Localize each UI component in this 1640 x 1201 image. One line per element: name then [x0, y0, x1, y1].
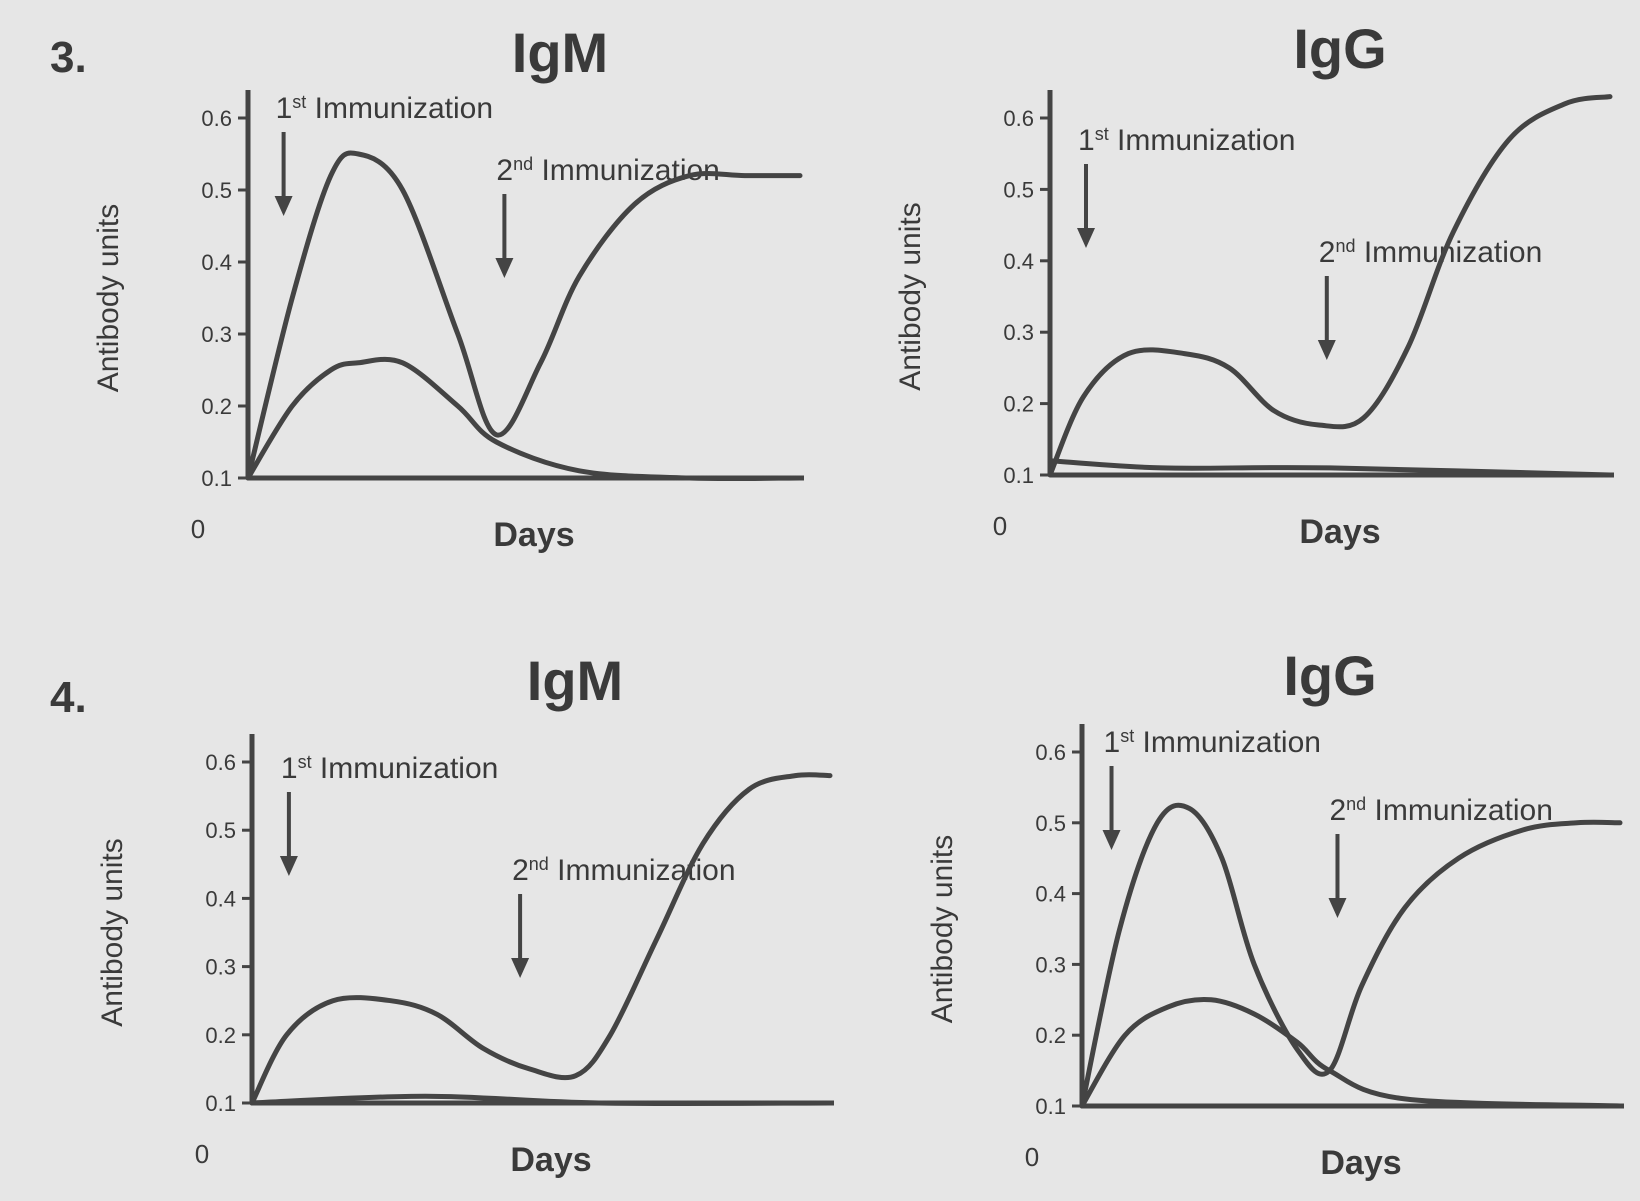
immunization-label: 2nd Immunization — [496, 154, 719, 187]
arrow-head — [1102, 830, 1121, 850]
x-tick-label: 0 — [993, 511, 1007, 541]
x-axis-label: Days — [1320, 1144, 1401, 1182]
arrow-head — [1328, 898, 1347, 918]
y-axis-label: Antibody units — [96, 838, 129, 1026]
y-tick-label: 0.5 — [1003, 177, 1034, 202]
y-tick-label: 0.4 — [1035, 882, 1066, 907]
chart-1: 3. IgM 0.1 0.2 0.3 0.4 0.5 0.6 0 Days Antibody uni… — [50, 21, 804, 554]
arrow-head — [511, 958, 530, 978]
chart-4: IgG 0.1 0.2 0.3 0.4 0.5 0.6 0 Days Antibody units… — [926, 644, 1624, 1182]
y-tick-label: 0.6 — [205, 750, 236, 775]
chart-title: IgM — [512, 21, 608, 84]
y-tick-label: 0.1 — [201, 466, 232, 491]
y-tick-label: 0.3 — [201, 322, 232, 347]
x-axis-label: Days — [493, 516, 574, 554]
arrow-head — [495, 258, 514, 278]
y-tick-label: 0.3 — [1035, 952, 1066, 977]
y-tick-label: 0.5 — [1035, 811, 1066, 836]
y-axis-label: Antibody units — [926, 835, 959, 1023]
y-tick-label: 0.1 — [1035, 1094, 1066, 1119]
question-number: 4. — [50, 673, 87, 722]
y-tick-label: 0.2 — [205, 1023, 236, 1048]
chart-3: 4. IgM 0.1 0.2 0.3 0.4 0.5 0.6 0 Days Antibody uni… — [50, 649, 834, 1179]
chart-title: IgG — [1283, 644, 1376, 707]
x-tick-label: 0 — [195, 1139, 209, 1169]
question-number: 3. — [50, 33, 87, 82]
y-tick-label: 0.4 — [1003, 249, 1034, 274]
immunization-label: 1st Immunization — [1104, 726, 1321, 759]
immunization-label: 1st Immunization — [276, 92, 493, 125]
series-line-1 — [1079, 802, 1623, 1109]
arrow-head — [1317, 340, 1336, 360]
y-tick-label: 0.3 — [1003, 320, 1034, 345]
x-tick-label: 0 — [191, 514, 205, 544]
y-tick-label: 0.5 — [205, 818, 236, 843]
y-tick-label: 0.2 — [1003, 392, 1034, 417]
y-tick-label: 0.6 — [1035, 740, 1066, 765]
immunization-label: 1st Immunization — [281, 752, 498, 785]
series-line-1 — [245, 150, 803, 481]
x-tick-label: 0 — [1025, 1142, 1039, 1172]
series-line-1 — [1047, 94, 1613, 478]
y-tick-label: 0.2 — [201, 394, 232, 419]
y-tick-label: 0.6 — [1003, 106, 1034, 131]
chart-title: IgG — [1293, 17, 1386, 80]
arrow-head — [279, 856, 298, 876]
y-axis-label: Antibody units — [894, 202, 927, 390]
x-axis-label: Days — [1299, 513, 1380, 551]
series-line-1 — [249, 772, 833, 1106]
arrow-head — [1077, 228, 1095, 248]
y-tick-label: 0.3 — [205, 955, 236, 980]
immunization-label: 2nd Immunization — [1329, 794, 1552, 827]
immunization-label: 2nd Immunization — [512, 854, 735, 887]
y-tick-label: 0.1 — [205, 1091, 236, 1116]
y-tick-label: 0.6 — [201, 106, 232, 131]
y-tick-label: 0.5 — [201, 178, 232, 203]
y-tick-label: 0.4 — [201, 250, 232, 275]
series-line-2 — [1079, 997, 1623, 1109]
chart-2: IgG 0.1 0.2 0.3 0.4 0.5 0.6 0 Days Antibody units… — [894, 17, 1614, 551]
y-tick-label: 0.1 — [1003, 463, 1034, 488]
series-line-2 — [245, 356, 803, 482]
x-axis-label: Days — [510, 1141, 591, 1179]
immunization-label: 2nd Immunization — [1319, 236, 1542, 269]
y-axis-label: Antibody units — [92, 204, 125, 392]
chart-title: IgM — [527, 649, 623, 712]
arrow-head — [274, 196, 293, 216]
y-tick-label: 0.4 — [205, 886, 236, 911]
immunization-label: 1st Immunization — [1078, 124, 1295, 157]
series-line-2 — [1047, 458, 1613, 478]
series-line-2 — [249, 1093, 833, 1106]
y-tick-label: 0.2 — [1035, 1023, 1066, 1048]
